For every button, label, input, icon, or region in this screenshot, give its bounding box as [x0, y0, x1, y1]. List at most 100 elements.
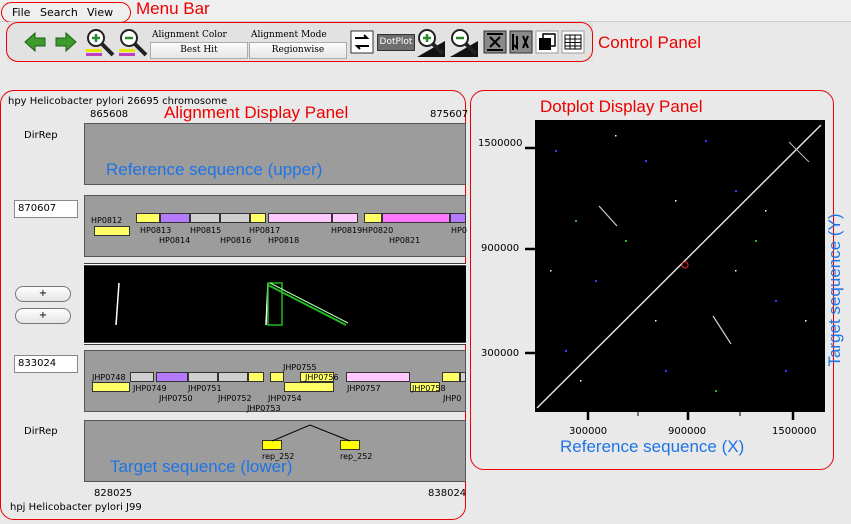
gene-box[interactable]: [346, 372, 410, 382]
fit-width-icon[interactable]: [483, 30, 507, 54]
target-lower-annotation: Target sequence (lower): [110, 457, 293, 476]
gene-box[interactable]: [410, 382, 440, 392]
dotplot-axes: [525, 146, 795, 420]
gene-label: HP0815: [190, 226, 222, 235]
gene-label: HP0816: [220, 236, 252, 245]
gene-label: JHP0754: [268, 394, 302, 403]
gene-box[interactable]: [92, 382, 130, 392]
x-tick-label: 1500000: [772, 426, 817, 437]
gene-box[interactable]: [130, 372, 154, 382]
y-tick-label: 300000: [481, 348, 520, 359]
swap-sequences-icon[interactable]: [350, 30, 374, 54]
dirrep-top-label: DirRep: [24, 130, 58, 141]
gene-label: HP0818: [268, 236, 300, 245]
gene-label: HP0: [451, 226, 467, 235]
gene-box[interactable]: [332, 213, 358, 223]
menu-search[interactable]: Search: [40, 6, 78, 19]
gene-label: JHP0: [443, 394, 462, 403]
gene-box[interactable]: [160, 213, 190, 223]
gene-label: HP0814: [159, 236, 191, 245]
x-tick-label: 900000: [668, 426, 707, 437]
back-arrow-icon[interactable]: [23, 30, 47, 54]
alignment-view[interactable]: [84, 263, 466, 345]
gene-box[interactable]: [156, 372, 188, 382]
gene-label: JHP0749: [133, 384, 167, 393]
zoom-in-button-2[interactable]: +: [15, 308, 71, 324]
y-tick-label: 1500000: [478, 138, 523, 149]
gene-box[interactable]: [442, 372, 460, 382]
gene-label: JHP0756: [305, 373, 339, 382]
gene-label: JHP0755: [283, 363, 317, 372]
reference-start: 865608: [90, 109, 129, 120]
menu-bar-annotation: Menu Bar: [136, 0, 210, 18]
y-tick-label: 900000: [481, 243, 520, 254]
table-icon[interactable]: [561, 30, 585, 54]
menu-bar: [0, 0, 851, 22]
gene-box[interactable]: [382, 213, 450, 223]
overlap-window-icon[interactable]: [535, 30, 559, 54]
zoom-out-icon[interactable]: [117, 27, 149, 59]
gene-box[interactable]: [284, 382, 334, 392]
x-tick-label: 300000: [569, 426, 608, 437]
target-position-field[interactable]: 833024: [14, 355, 78, 373]
reference-title: hpy Helicobacter pylori 26695 chromosome: [8, 96, 228, 107]
gene-label: HP0821: [389, 236, 421, 245]
gene-box[interactable]: [364, 213, 382, 223]
gene-box[interactable]: [190, 213, 220, 223]
target-start: 828025: [94, 488, 133, 499]
gene-label: JHP0752: [218, 394, 252, 403]
gene-box[interactable]: [460, 372, 466, 382]
gene-box[interactable]: [218, 372, 248, 382]
gene-label: HP0819: [331, 226, 363, 235]
repeat-label: rep_252: [262, 452, 295, 461]
reference-x-annotation: Reference sequence (X): [560, 437, 745, 456]
dotplot-zoom-in-icon[interactable]: [415, 27, 447, 59]
forward-arrow-icon[interactable]: [54, 30, 78, 54]
dotplot-zoom-out-icon[interactable]: [448, 27, 480, 59]
reference-end: 875607: [430, 109, 469, 120]
gene-label: HP0813: [140, 226, 172, 235]
target-repeat-track: [84, 420, 466, 482]
menu-view[interactable]: View: [87, 6, 114, 19]
alignment-mode-label: Alignment Mode: [251, 30, 327, 40]
zoom-in-icon[interactable]: [84, 27, 116, 59]
gene-label: JHP0751: [188, 384, 222, 393]
ref-position-field[interactable]: 870607: [14, 200, 78, 218]
dotplot-canvas[interactable]: [535, 120, 825, 412]
dotplot-panel-outline: [470, 90, 834, 470]
target-y-annotation: Target sequence (Y): [825, 213, 844, 367]
alignment-color-select[interactable]: Best Hit: [150, 42, 248, 59]
dotplot-panel-annotation: Dotplot Display Panel: [540, 97, 703, 116]
dotplot-button[interactable]: DotPlot: [377, 34, 415, 51]
gene-label: JHP0758: [412, 384, 446, 393]
menu-bar-outline: [1, 2, 131, 23]
gene-box[interactable]: [248, 372, 264, 382]
control-panel-outline: [6, 22, 593, 62]
control-panel-annotation: Control Panel: [598, 33, 702, 52]
zoom-in-button[interactable]: +: [15, 286, 71, 302]
gene-box[interactable]: [300, 372, 334, 382]
target-title: hpj Helicobacter pylori J99: [10, 502, 142, 513]
fit-height-icon[interactable]: [509, 30, 533, 54]
gene-box[interactable]: [250, 213, 266, 223]
gene-box[interactable]: [270, 372, 284, 382]
reference-gene-track: [84, 195, 466, 257]
menu-file[interactable]: File: [12, 6, 31, 19]
gene-box[interactable]: [450, 213, 466, 223]
repeat-link-icon: [272, 424, 351, 442]
gene-box[interactable]: [268, 213, 332, 223]
gene-label: HP0820: [362, 226, 394, 235]
gene-label: HP0812: [91, 216, 123, 225]
gene-box[interactable]: [136, 213, 160, 223]
gene-label: JHP0748: [92, 373, 126, 382]
reference-upper-annotation: Reference sequence (upper): [106, 160, 323, 179]
alignment-mode-select[interactable]: Regionwise: [249, 42, 347, 59]
gene-label: JHP0750: [159, 394, 193, 403]
alignment-color-label: Alignment Color: [152, 30, 227, 40]
gene-label: HP0817: [249, 226, 281, 235]
gene-box[interactable]: [94, 226, 130, 236]
repeat-label: rep_252: [340, 452, 373, 461]
gene-box[interactable]: [188, 372, 218, 382]
target-end: 838024: [428, 488, 467, 499]
gene-box[interactable]: [220, 213, 250, 223]
